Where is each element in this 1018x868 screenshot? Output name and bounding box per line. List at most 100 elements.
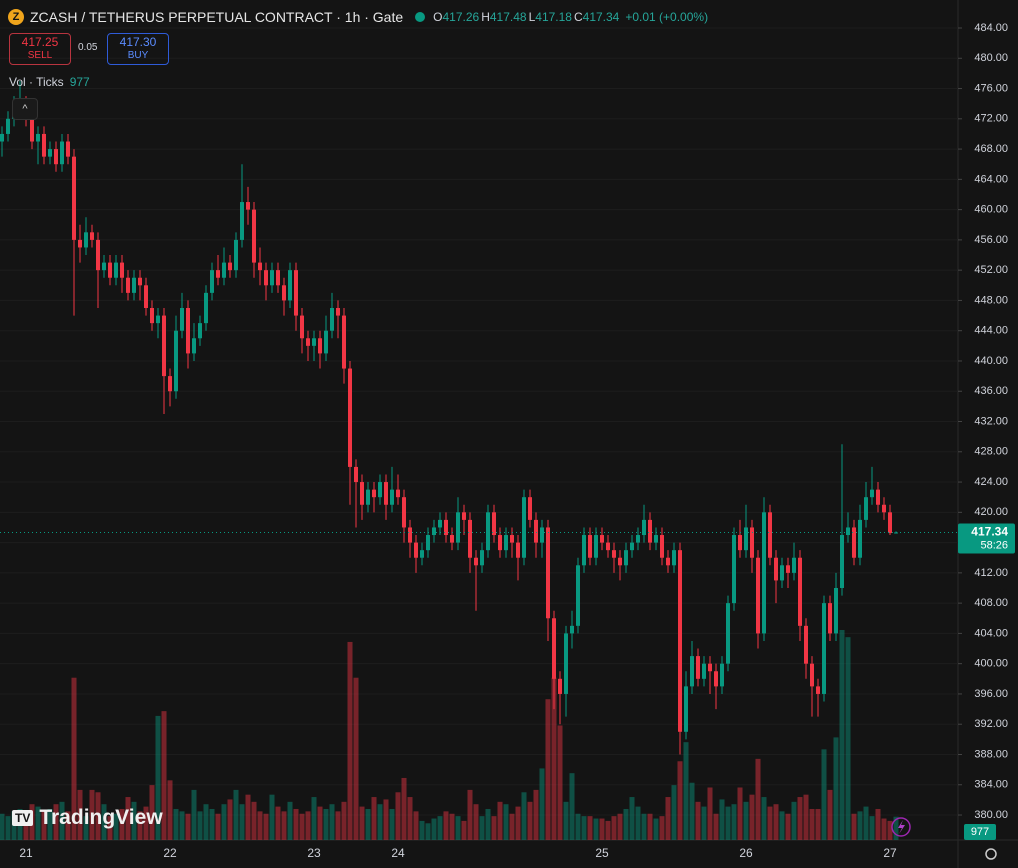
volume-bar — [119, 808, 125, 840]
volume-bar — [347, 641, 353, 840]
volume-value: 977 — [69, 75, 90, 89]
volume-bar — [485, 808, 491, 840]
volume-bar — [125, 797, 131, 840]
candle-body — [834, 588, 838, 634]
candle-body — [102, 262, 106, 271]
candle-body — [426, 535, 430, 551]
candle-body — [342, 315, 346, 369]
candle-body — [450, 535, 454, 543]
candle-body — [270, 270, 274, 286]
volume-bar — [521, 792, 527, 840]
volume-bar — [581, 816, 587, 840]
y-tick-label: 384.00 — [974, 779, 1008, 791]
volume-bar — [707, 787, 713, 840]
candle-body — [288, 270, 292, 301]
volume-bar — [515, 806, 521, 840]
header: Z ZCASH / TETHERUS PERPETUAL CONTRACT · … — [8, 6, 710, 28]
collapse-button[interactable]: ^ — [12, 98, 38, 120]
candle-body — [780, 565, 784, 581]
volume-bar — [887, 820, 893, 840]
volume-bar — [509, 813, 515, 840]
candle-body — [126, 277, 130, 293]
volume-bar — [155, 715, 161, 840]
volume-bar — [245, 794, 251, 840]
volume-bar — [23, 818, 29, 840]
volume-bar — [215, 813, 221, 840]
x-tick-label: 21 — [19, 846, 33, 860]
y-tick-label: 400.00 — [974, 658, 1008, 670]
candle-body — [738, 535, 742, 551]
candle-body — [378, 482, 382, 498]
candle-body — [870, 489, 874, 498]
candle-body — [162, 315, 166, 377]
volume-bar — [857, 811, 863, 840]
volume-bar — [101, 804, 107, 840]
candle-body — [240, 202, 244, 240]
volume-bar — [629, 797, 635, 840]
volume-bar — [53, 804, 59, 840]
volume-bar — [683, 742, 689, 840]
volume-bar — [725, 806, 731, 840]
candle-body — [330, 308, 334, 331]
volume-bar — [563, 801, 569, 840]
candle-body — [192, 338, 196, 354]
volume-title: Vol · Ticks — [9, 75, 64, 89]
y-tick-label: 424.00 — [974, 476, 1008, 488]
volume-bar — [653, 818, 659, 840]
volume-bar — [143, 806, 149, 840]
volume-bar — [749, 794, 755, 840]
y-tick-label: 408.00 — [974, 597, 1008, 609]
volume-bar — [335, 811, 341, 840]
candle-body — [684, 686, 688, 732]
volume-bar — [401, 777, 407, 840]
volume-bar — [719, 799, 725, 840]
candle-body — [708, 663, 712, 672]
volume-bar — [389, 808, 395, 840]
volume-bar — [821, 749, 827, 840]
candle-body — [702, 663, 706, 679]
candle-body — [264, 270, 268, 286]
candle-body — [600, 535, 604, 543]
y-tick-label: 456.00 — [974, 234, 1008, 246]
y-tick-label: 404.00 — [974, 627, 1008, 639]
symbol-title[interactable]: ZCASH / TETHERUS PERPETUAL CONTRACT · 1h… — [30, 9, 404, 25]
volume-bar — [407, 797, 413, 840]
settings-icon[interactable] — [985, 848, 997, 860]
y-tick-label: 412.00 — [974, 567, 1008, 579]
candle-body — [804, 625, 808, 664]
volume-bar — [893, 816, 899, 840]
candle-body — [744, 527, 748, 551]
candle-body — [828, 603, 832, 634]
volume-bar — [83, 816, 89, 840]
alert-icon[interactable] — [891, 817, 911, 837]
volume-bar — [605, 820, 611, 840]
candle-body — [150, 308, 154, 324]
volume-bar — [455, 816, 461, 840]
spread: 0.05 — [78, 42, 98, 53]
volume-bar — [275, 806, 281, 840]
volume-bar — [191, 789, 197, 840]
volume-bar — [497, 801, 503, 840]
candle-body — [312, 338, 316, 346]
volume-bar — [365, 808, 371, 840]
y-tick-label: 380.00 — [974, 809, 1008, 821]
candle-body — [372, 489, 376, 498]
candle-body — [516, 542, 520, 558]
candle-body — [138, 277, 142, 286]
sell-button[interactable]: 417.25 SELL — [9, 33, 71, 65]
candle-body — [276, 270, 280, 286]
candle-body — [246, 202, 250, 210]
y-tick-label: 396.00 — [974, 688, 1008, 700]
volume-bar — [449, 813, 455, 840]
candle-body — [0, 133, 4, 142]
volume-bar — [35, 806, 41, 840]
volume-bar — [149, 785, 155, 840]
volume-bar — [71, 677, 77, 840]
candle-body — [576, 565, 580, 626]
candle-body — [864, 497, 868, 520]
volume-bar — [95, 792, 101, 840]
buy-button[interactable]: 417.30 BUY — [107, 33, 169, 65]
volume-bar — [755, 758, 761, 840]
candle-body — [300, 315, 304, 339]
x-tick-label: 27 — [883, 846, 897, 860]
